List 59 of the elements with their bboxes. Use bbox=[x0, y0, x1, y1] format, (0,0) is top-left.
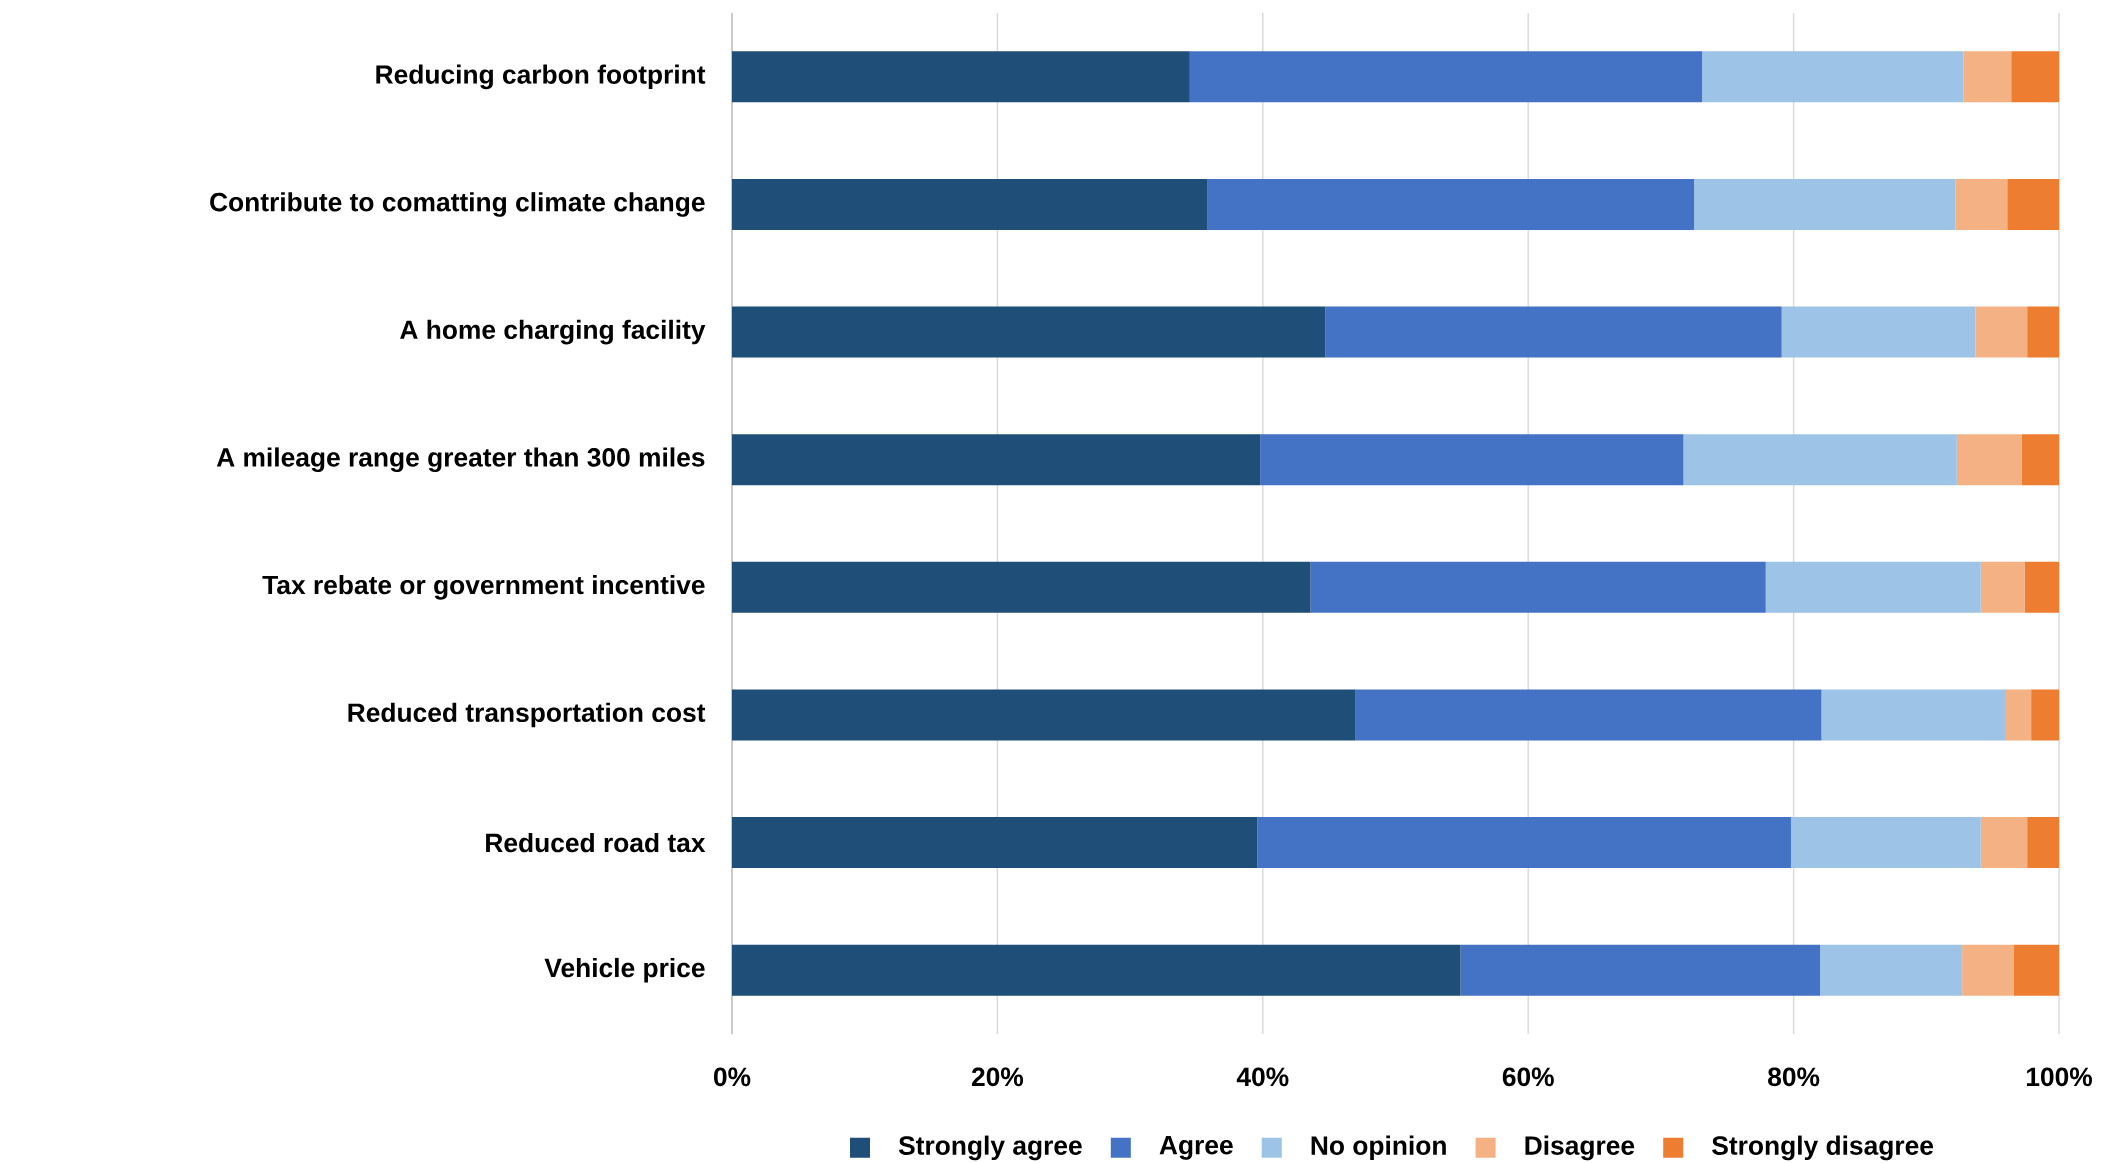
x-tick-label: 20% bbox=[971, 1067, 1024, 1087]
bar bbox=[1355, 689, 1822, 741]
y-tick-label: Reduced transportation cost bbox=[348, 702, 706, 728]
bar bbox=[1820, 944, 1963, 996]
x-tick-label: 60% bbox=[1502, 1067, 1554, 1087]
bar bbox=[1460, 944, 1821, 996]
bar bbox=[1702, 51, 1964, 103]
bar bbox=[1260, 434, 1684, 486]
x-tick-label: 100% bbox=[2026, 1067, 2092, 1087]
y-tick-label: Reduced road tax bbox=[486, 832, 706, 853]
bar bbox=[1956, 434, 2022, 486]
bar bbox=[1821, 689, 2006, 741]
bar bbox=[1310, 561, 1766, 613]
bar bbox=[1765, 561, 1981, 613]
bar bbox=[1955, 178, 2008, 230]
bar bbox=[731, 434, 1261, 486]
bar bbox=[2027, 817, 2060, 869]
bar bbox=[731, 561, 1311, 613]
bar bbox=[731, 178, 1208, 230]
bar bbox=[731, 51, 1190, 103]
bar bbox=[2021, 434, 2060, 486]
y-tick-label: Vehicle price bbox=[544, 957, 705, 983]
bar bbox=[1207, 178, 1695, 230]
y-tick-label: Contribute to comatting climate change bbox=[210, 192, 705, 217]
legend-label: Strongly agree bbox=[898, 1135, 1082, 1161]
bar bbox=[1325, 306, 1782, 358]
bar bbox=[2024, 561, 2060, 613]
bar bbox=[2011, 51, 2060, 103]
legend-label: Agree bbox=[1159, 1136, 1233, 1160]
legend-label: No opinion bbox=[1311, 1135, 1446, 1161]
bar bbox=[2005, 689, 2032, 741]
bar bbox=[731, 306, 1326, 358]
bar bbox=[731, 944, 1461, 996]
bar bbox=[2027, 306, 2060, 358]
y-tick-label: A home charging facility bbox=[400, 319, 706, 345]
bar bbox=[1963, 51, 2012, 103]
x-tick-label: 80% bbox=[1768, 1067, 1820, 1087]
bar bbox=[1781, 306, 1976, 358]
bar bbox=[731, 817, 1258, 869]
y-tick-label: A mileage range greater than 300 miles bbox=[216, 447, 705, 473]
legend-label: Disagree bbox=[1525, 1135, 1635, 1161]
bar bbox=[2031, 689, 2060, 741]
y-tick-label: Reducing carbon footprint bbox=[376, 64, 706, 90]
bar bbox=[1257, 817, 1791, 869]
bar bbox=[1980, 561, 2025, 613]
bar bbox=[1975, 306, 2028, 358]
bar bbox=[1694, 178, 1956, 230]
bar bbox=[1790, 817, 1981, 869]
legend-label: Strongly disagree bbox=[1712, 1135, 1934, 1161]
bar bbox=[2013, 944, 2060, 996]
bar bbox=[2007, 178, 2060, 230]
x-tick-label: 40% bbox=[1236, 1067, 1289, 1087]
bar bbox=[1980, 817, 2028, 869]
bar bbox=[1962, 944, 2014, 996]
bar bbox=[1189, 51, 1703, 103]
bar bbox=[731, 689, 1356, 741]
x-tick-label: 0% bbox=[714, 1067, 751, 1087]
y-tick-label: Tax rebate or government incentive bbox=[262, 575, 705, 600]
bar bbox=[1683, 434, 1957, 486]
